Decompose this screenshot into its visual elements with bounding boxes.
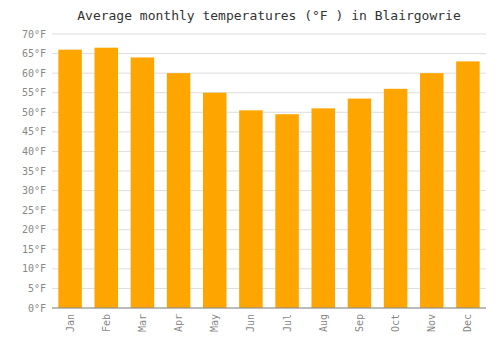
y-tick-label: 35°F — [22, 166, 46, 177]
grid-line — [52, 34, 486, 35]
y-tick-label: 5°F — [28, 283, 46, 294]
y-tick-label: 45°F — [22, 126, 46, 137]
y-tick-label: 30°F — [22, 185, 46, 196]
y-tick-label: 50°F — [22, 107, 46, 118]
chart-container: Average monthly temperatures (°F ) in Bl… — [0, 0, 500, 350]
bar — [384, 89, 408, 308]
bars — [58, 48, 479, 308]
chart-title: Average monthly temperatures (°F ) in Bl… — [77, 8, 461, 23]
bar — [239, 110, 263, 308]
x-tick-label: Dec — [462, 314, 473, 332]
bar — [58, 50, 82, 308]
bar — [94, 48, 118, 308]
x-axis-ticks: Jan Feb Mar Apr May Jun Jul Aug Sep Oct Nov Dec — [65, 314, 474, 332]
x-tick-label: Sep — [354, 314, 365, 332]
y-tick-label: 70°F — [22, 29, 46, 40]
x-tick-label: Jul — [282, 314, 293, 332]
bar — [167, 73, 191, 308]
y-tick-label: 40°F — [22, 146, 46, 157]
bar — [275, 114, 299, 308]
y-tick-label: 65°F — [22, 48, 46, 59]
y-tick-label: 15°F — [22, 244, 46, 255]
bar — [456, 61, 480, 308]
x-axis-line — [52, 308, 486, 309]
x-tick-label: Apr — [173, 314, 184, 332]
y-tick-label: 20°F — [22, 224, 46, 235]
bar — [348, 99, 372, 308]
x-tick-label: May — [209, 314, 220, 332]
y-axis-ticks: 0°F 5°F 10°F 15°F 20°F 25°F 30°F 35°F 40°F 45°F 50… — [22, 29, 46, 314]
x-tick-label: Oct — [390, 314, 401, 332]
grid-line — [52, 308, 486, 309]
y-tick-label: 55°F — [22, 87, 46, 98]
y-tick-label: 25°F — [22, 205, 46, 216]
y-tick-label: 0°F — [28, 303, 46, 314]
x-tick-label: Aug — [318, 314, 329, 332]
bar — [311, 108, 335, 308]
y-tick-label: 60°F — [22, 68, 46, 79]
x-tick-label: Jun — [245, 314, 256, 332]
bar — [131, 57, 155, 308]
y-grid — [52, 34, 486, 308]
chart-svg: Average monthly temperatures (°F ) in Bl… — [0, 0, 500, 350]
x-tick-label: Jan — [65, 314, 76, 332]
bar — [420, 73, 444, 308]
y-tick-label: 10°F — [22, 263, 46, 274]
x-tick-label: Mar — [137, 314, 148, 332]
bar — [203, 93, 227, 308]
x-tick-label: Feb — [101, 314, 112, 332]
x-tick-label: Nov — [426, 314, 437, 332]
